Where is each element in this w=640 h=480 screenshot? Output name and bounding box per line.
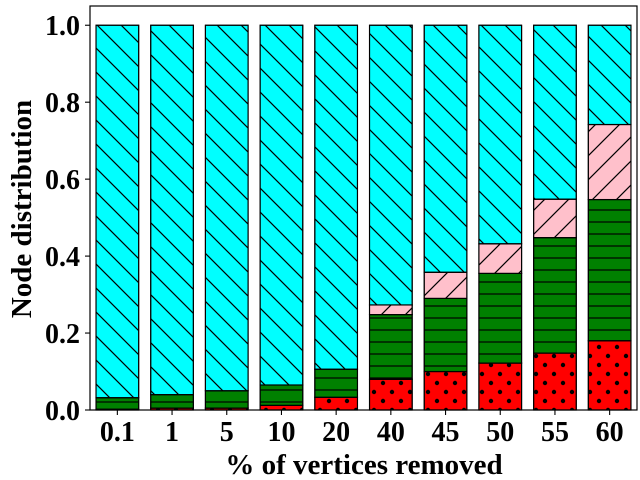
x-tick-label: 10 — [267, 417, 295, 448]
bar-hatch-40-series-1 — [368, 378, 413, 411]
bar-hatch-40-series-4 — [368, 24, 413, 306]
bar-hatch-55-series-3 — [533, 198, 577, 239]
axes-layer: 0.1 1 5 10 20 40 45 50 55 60 0.0 0.2 0.4 0.6 0.8 1.0 — [45, 11, 624, 448]
bar-hatch-40-series-3 — [368, 304, 413, 316]
bar-hatch-45-series-2 — [423, 297, 468, 373]
bar-hatch-60-series-4 — [587, 24, 632, 126]
bar-hatch-45-series-3 — [423, 271, 468, 299]
bars-layer — [95, 24, 632, 411]
bar-hatch-55-series-2 — [533, 237, 577, 354]
x-tick-label: 45 — [432, 417, 460, 448]
y-tick-label: 0.6 — [45, 165, 80, 196]
bar-hatch-10-series-2 — [259, 384, 304, 406]
bar-hatch-1-series-4 — [150, 24, 194, 396]
bar-hatch-60-series-1 — [587, 340, 632, 411]
bar-hatch-5-series-2 — [204, 390, 249, 409]
y-tick-label: 0.4 — [45, 242, 80, 273]
bar-hatch-10-series-4 — [259, 24, 304, 386]
x-axis-label: % of vertices removed — [225, 449, 502, 480]
bar-hatch-10-series-1 — [259, 404, 304, 411]
bar-hatch-20-series-4 — [314, 24, 359, 370]
bar-hatch-50-series-3 — [478, 243, 523, 274]
x-tick-label: 1 — [165, 417, 179, 448]
bar-hatch-55-series-4 — [533, 24, 577, 200]
x-tick-label: 55 — [541, 417, 569, 448]
bar-hatch-60-series-2 — [587, 198, 632, 342]
bar-hatch-45-series-4 — [423, 24, 468, 273]
bar-hatch-1-series-2 — [150, 394, 194, 409]
bar-hatch-40-series-2 — [368, 314, 413, 380]
x-tick-label: 40 — [377, 417, 405, 448]
y-tick-label: 0.8 — [45, 88, 80, 119]
bar-hatch-50-series-1 — [478, 362, 523, 411]
y-tick-label: 1.0 — [45, 11, 80, 42]
y-tick-label: 0.0 — [45, 396, 80, 427]
bar-hatch-20-series-1 — [314, 396, 359, 411]
bar-hatch-50-series-4 — [478, 24, 523, 245]
bar-hatch-50-series-2 — [478, 272, 523, 364]
y-tick-label: 0.2 — [45, 319, 80, 350]
bar-hatch-0.1-series-2 — [95, 397, 140, 410]
bar-hatch-0.1-series-4 — [95, 24, 140, 399]
x-tick-label: 5 — [220, 417, 234, 448]
x-tick-label: 60 — [596, 417, 624, 448]
bar-hatch-45-series-1 — [423, 370, 468, 411]
x-tick-label: 20 — [322, 417, 350, 448]
bar-hatch-60-series-3 — [587, 123, 632, 201]
bar-hatch-55-series-1 — [533, 352, 577, 411]
x-tick-label: 0.1 — [100, 417, 135, 448]
plot-frame — [89, 5, 638, 411]
bar-hatch-20-series-2 — [314, 368, 359, 398]
y-axis-label: Node distribution — [6, 100, 38, 318]
x-tick-label: 50 — [486, 417, 514, 448]
bar-hatch-5-series-4 — [204, 24, 249, 392]
